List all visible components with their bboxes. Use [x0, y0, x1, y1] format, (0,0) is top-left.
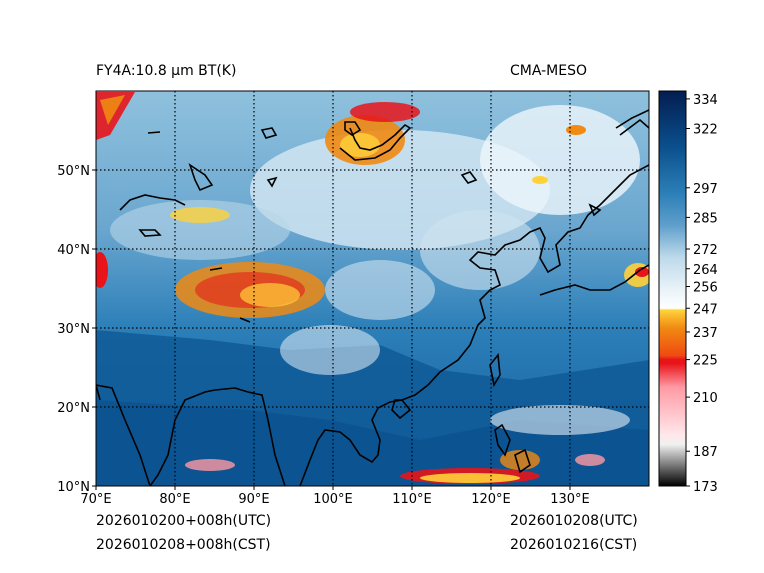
lon-tick-label: 110°E — [392, 492, 432, 507]
colorbar-tick-label: 256 — [693, 281, 718, 296]
lon-tick-label: 100°E — [313, 492, 353, 507]
coastlines — [96, 109, 649, 486]
colorbar-ticks: 334 322 297 285 272 264 256 247 237 225 210 187 173 — [686, 93, 718, 495]
colorbar-tick-label: 237 — [693, 326, 718, 341]
axis-ticks: 70°E 80°E 90°E 100°E 110°E 120°E 130°E 10°N 20°N… — [57, 164, 590, 507]
map-title-model: CMA-MESO — [510, 63, 588, 79]
lat-tick-label: 20°N — [57, 401, 90, 416]
map-frame — [95, 90, 650, 487]
valid-time-cst: 2026010216(CST) — [510, 537, 638, 553]
graticule — [96, 91, 649, 486]
colorbar-frame — [658, 90, 687, 487]
colorbar-tick-label: 173 — [693, 480, 718, 495]
valid-time-utc: 2026010208(UTC) — [510, 513, 638, 529]
lat-tick-label: 10°N — [57, 480, 90, 495]
colorbar-tick-label: 285 — [693, 211, 718, 226]
lon-tick-label: 90°E — [238, 492, 269, 507]
colorbar-tick-label: 210 — [693, 391, 718, 406]
lat-tick-label: 30°N — [57, 322, 90, 337]
lon-tick-label: 80°E — [159, 492, 190, 507]
colorbar — [659, 91, 686, 486]
map-title-product: FY4A:10.8 µm BT(K) — [96, 63, 237, 79]
colorbar-tick-label: 247 — [693, 302, 718, 317]
colorbar-tick-label: 264 — [693, 263, 718, 278]
colorbar-tick-label: 334 — [693, 93, 718, 108]
init-time-cst: 2026010208+008h(CST) — [96, 537, 271, 553]
brightness-temperature-field — [96, 91, 649, 486]
colorbar-tick-label: 322 — [693, 123, 718, 138]
colorbar-tick-label: 187 — [693, 445, 718, 460]
lon-tick-label: 70°E — [80, 492, 111, 507]
colorbar-tick-label: 225 — [693, 354, 718, 369]
lat-tick-label: 50°N — [57, 164, 90, 179]
colorbar-tick-label: 272 — [693, 243, 718, 258]
colorbar-tick-label: 297 — [693, 182, 718, 197]
init-time-utc: 2026010200+008h(UTC) — [96, 513, 272, 529]
lon-tick-label: 120°E — [471, 492, 511, 507]
lat-tick-label: 40°N — [57, 243, 90, 258]
lon-tick-label: 130°E — [550, 492, 590, 507]
